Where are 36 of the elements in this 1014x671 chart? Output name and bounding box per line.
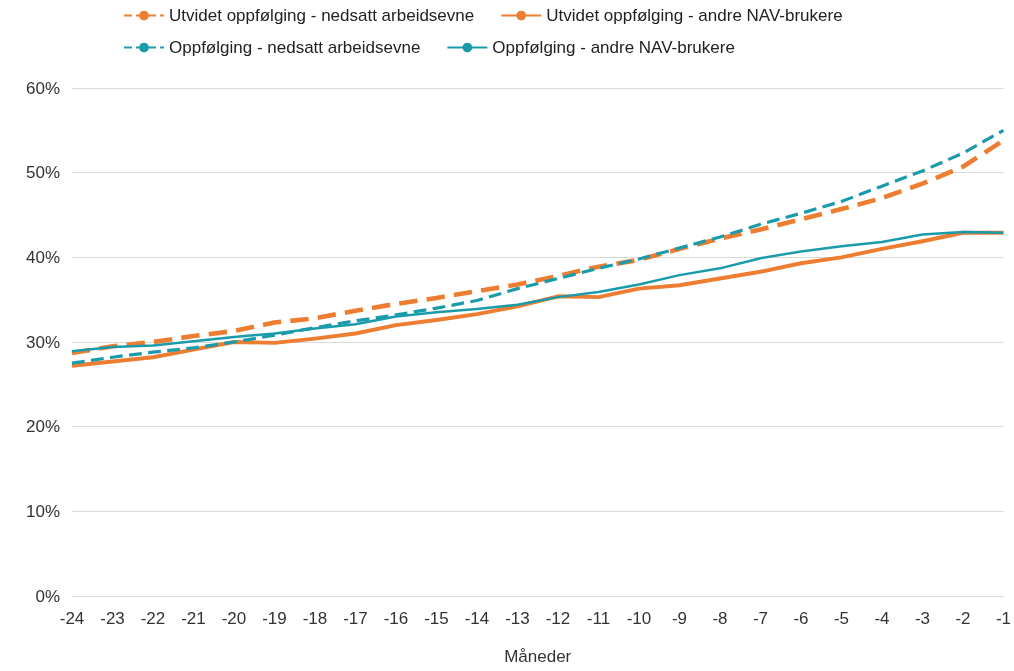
x-tick-label: -19 [262, 609, 287, 628]
x-tick-label: -21 [181, 609, 206, 628]
x-tick-label: -17 [343, 609, 368, 628]
y-tick-label: 60% [25, 78, 60, 98]
x-tick-label: -10 [626, 609, 652, 628]
legend-label: Oppfølging - andre NAV-brukere [492, 38, 735, 57]
x-tick-label: -5 [833, 609, 850, 628]
x-tick-label: -20 [221, 609, 247, 628]
x-tick-label: -9 [671, 609, 688, 628]
legend-label: Oppfølging - nedsatt arbeidsevne [169, 38, 421, 57]
x-tick-label: -7 [752, 609, 769, 628]
x-tick-label: -3 [914, 609, 931, 628]
x-tick-label: -18 [302, 609, 328, 628]
y-tick-label: 50% [25, 163, 60, 183]
y-tick-label: 10% [25, 501, 60, 521]
y-tick-label: 0% [35, 586, 60, 606]
x-axis-title: Måneder [504, 647, 572, 666]
x-tick-label: -23 [100, 609, 125, 628]
x-tick-label: -16 [383, 609, 409, 628]
x-tick-label: -22 [140, 609, 166, 628]
x-tick-label: -15 [424, 609, 449, 628]
x-tick-label: -12 [545, 609, 571, 628]
legend-label: Utvidet oppfølging - nedsatt arbeidsevne [169, 6, 475, 25]
x-tick-label: -14 [464, 609, 490, 628]
x-tick-label: -1 [995, 609, 1011, 628]
y-tick-label: 30% [25, 332, 60, 352]
x-tick-label: -11 [586, 609, 611, 628]
legend-label: Utvidet oppfølging - andre NAV-brukere [546, 6, 843, 25]
x-tick-label: -6 [793, 609, 809, 628]
x-tick-label: -24 [59, 609, 85, 628]
x-tick-label: -4 [874, 609, 890, 628]
x-tick-label: -2 [955, 609, 971, 628]
y-tick-label: 20% [25, 417, 60, 437]
x-tick-label: -13 [505, 609, 530, 628]
x-tick-label: -8 [712, 609, 728, 628]
y-tick-label: 40% [25, 247, 60, 267]
